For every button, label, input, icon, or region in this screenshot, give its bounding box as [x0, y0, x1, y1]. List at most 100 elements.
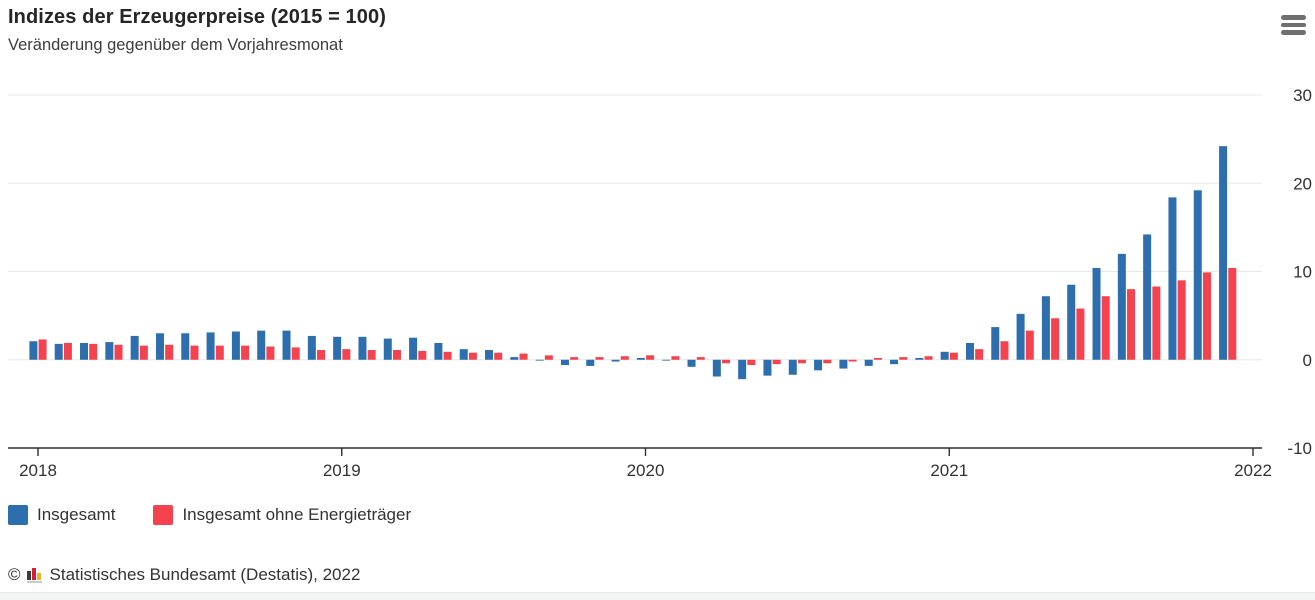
bar-ohne-energietraeger[interactable]	[519, 353, 528, 360]
bar-ohne-energietraeger[interactable]	[1202, 272, 1211, 360]
bar-ohne-energietraeger[interactable]	[139, 345, 148, 360]
bar-ohne-energietraeger[interactable]	[570, 357, 579, 360]
bar-ohne-energietraeger[interactable]	[443, 351, 452, 360]
bar-insgesamt[interactable]	[282, 330, 291, 360]
bar-insgesamt[interactable]	[155, 333, 164, 360]
bar-ohne-energietraeger[interactable]	[1152, 286, 1161, 360]
bar-insgesamt[interactable]	[940, 351, 949, 360]
bar-insgesamt[interactable]	[915, 357, 924, 360]
bar-insgesamt[interactable]	[54, 343, 63, 360]
bar-ohne-energietraeger[interactable]	[924, 356, 933, 360]
bar-ohne-energietraeger[interactable]	[317, 350, 326, 360]
bar-insgesamt[interactable]	[485, 350, 494, 360]
bar-insgesamt[interactable]	[788, 359, 797, 375]
bar-ohne-energietraeger[interactable]	[190, 345, 199, 360]
bar-insgesamt[interactable]	[1067, 284, 1076, 360]
bar-insgesamt[interactable]	[890, 359, 899, 365]
bar-ohne-energietraeger[interactable]	[595, 357, 604, 360]
bar-insgesamt[interactable]	[181, 333, 190, 360]
bar-ohne-energietraeger[interactable]	[646, 355, 655, 360]
bar-ohne-energietraeger[interactable]	[747, 359, 756, 366]
bar-insgesamt[interactable]	[763, 359, 772, 376]
bar-ohne-energietraeger[interactable]	[342, 349, 351, 360]
bar-ohne-energietraeger[interactable]	[114, 344, 123, 360]
legend-item-ohne-energietraeger[interactable]: Insgesamt ohne Energieträger	[153, 505, 411, 525]
bar-ohne-energietraeger[interactable]	[722, 359, 731, 364]
bar-insgesamt[interactable]	[1143, 234, 1152, 360]
bar-ohne-energietraeger[interactable]	[367, 350, 376, 360]
bar-insgesamt[interactable]	[662, 359, 671, 361]
bar-insgesamt[interactable]	[687, 359, 696, 367]
bar-insgesamt[interactable]	[29, 341, 38, 360]
bar-ohne-energietraeger[interactable]	[266, 346, 275, 360]
bar-ohne-energietraeger[interactable]	[165, 344, 174, 360]
bar-ohne-energietraeger[interactable]	[63, 342, 72, 360]
bar-ohne-energietraeger[interactable]	[1228, 267, 1237, 360]
bar-insgesamt[interactable]	[358, 336, 367, 360]
bar-ohne-energietraeger[interactable]	[1127, 289, 1136, 360]
bar-insgesamt[interactable]	[1193, 190, 1202, 360]
bar-insgesamt[interactable]	[864, 359, 873, 366]
bar-insgesamt[interactable]	[814, 359, 823, 371]
bar-ohne-energietraeger[interactable]	[873, 357, 882, 360]
bar-insgesamt[interactable]	[383, 338, 392, 360]
bar-ohne-energietraeger[interactable]	[1177, 280, 1186, 360]
bar-ohne-energietraeger[interactable]	[1025, 330, 1034, 360]
bar-insgesamt[interactable]	[459, 349, 468, 360]
bar-ohne-energietraeger[interactable]	[899, 357, 908, 360]
bar-ohne-energietraeger[interactable]	[468, 352, 477, 360]
bar-ohne-energietraeger[interactable]	[38, 339, 47, 360]
bar-ohne-energietraeger[interactable]	[823, 359, 832, 364]
bar-insgesamt[interactable]	[586, 359, 595, 366]
bar-ohne-energietraeger[interactable]	[620, 356, 629, 360]
bar-insgesamt[interactable]	[839, 359, 848, 369]
bar-insgesamt[interactable]	[1219, 146, 1228, 360]
bar-ohne-energietraeger[interactable]	[392, 350, 401, 360]
bar-ohne-energietraeger[interactable]	[797, 359, 806, 364]
bar-ohne-energietraeger[interactable]	[1076, 308, 1085, 360]
bar-insgesamt[interactable]	[206, 332, 215, 360]
bar-insgesamt[interactable]	[1168, 197, 1177, 360]
bar-insgesamt[interactable]	[560, 359, 569, 366]
bar-insgesamt[interactable]	[738, 359, 747, 380]
bar-insgesamt[interactable]	[1016, 313, 1025, 360]
bar-ohne-energietraeger[interactable]	[1051, 318, 1060, 360]
bar-insgesamt[interactable]	[333, 336, 342, 360]
bar-ohne-energietraeger[interactable]	[89, 343, 98, 360]
bar-ohne-energietraeger[interactable]	[215, 345, 224, 360]
bar-ohne-energietraeger[interactable]	[1000, 341, 1009, 360]
bar-ohne-energietraeger[interactable]	[494, 352, 503, 360]
bar-ohne-energietraeger[interactable]	[696, 357, 705, 360]
bar-insgesamt[interactable]	[965, 342, 974, 360]
bar-ohne-energietraeger[interactable]	[671, 356, 680, 360]
bar-ohne-energietraeger[interactable]	[291, 347, 300, 360]
legend-item-insgesamt[interactable]: Insgesamt	[8, 505, 115, 525]
bar-insgesamt[interactable]	[1092, 267, 1101, 360]
bar-insgesamt[interactable]	[231, 331, 240, 360]
bar-ohne-energietraeger[interactable]	[949, 352, 958, 360]
bar-ohne-energietraeger[interactable]	[772, 359, 781, 365]
bar-insgesamt[interactable]	[80, 342, 89, 360]
bar-insgesamt[interactable]	[991, 327, 1000, 360]
chart-menu-button[interactable]	[1280, 12, 1308, 38]
bar-insgesamt[interactable]	[257, 330, 266, 360]
bar-insgesamt[interactable]	[307, 335, 316, 360]
bar-insgesamt[interactable]	[611, 359, 620, 362]
bar-insgesamt[interactable]	[510, 357, 519, 360]
bar-ohne-energietraeger[interactable]	[975, 349, 984, 360]
y-axis-label: 20	[1293, 174, 1312, 193]
bar-insgesamt[interactable]	[535, 359, 544, 361]
bar-insgesamt[interactable]	[636, 357, 645, 360]
bar-ohne-energietraeger[interactable]	[848, 359, 857, 362]
bar-insgesamt[interactable]	[130, 335, 139, 360]
bar-insgesamt[interactable]	[105, 342, 114, 360]
bar-insgesamt[interactable]	[712, 359, 721, 377]
bar-ohne-energietraeger[interactable]	[1101, 296, 1110, 360]
bar-insgesamt[interactable]	[1117, 253, 1126, 360]
bar-insgesamt[interactable]	[1041, 296, 1050, 360]
bar-ohne-energietraeger[interactable]	[241, 345, 250, 360]
bar-insgesamt[interactable]	[409, 337, 418, 360]
bar-ohne-energietraeger[interactable]	[418, 350, 427, 360]
bar-insgesamt[interactable]	[434, 342, 443, 360]
bar-ohne-energietraeger[interactable]	[544, 355, 553, 360]
